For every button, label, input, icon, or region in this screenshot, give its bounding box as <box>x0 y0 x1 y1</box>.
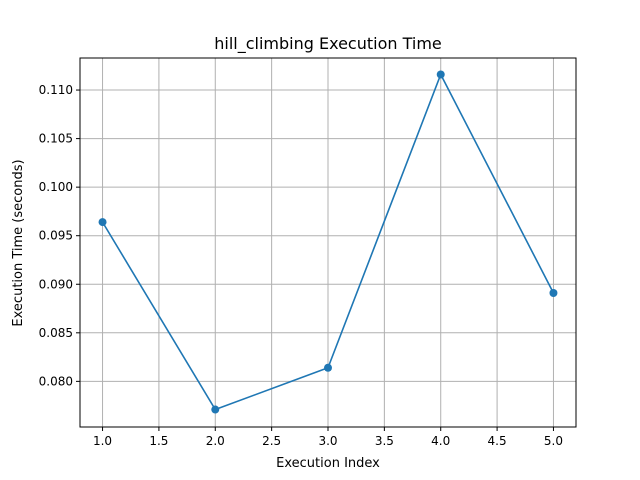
x-axis-label: Execution Index <box>276 456 380 471</box>
grid <box>80 58 576 427</box>
y-tick-label: 0.085 <box>39 326 73 340</box>
x-tick-label: 5.0 <box>544 434 563 448</box>
y-axis-label: Execution Time (seconds) <box>11 159 26 326</box>
data-point <box>98 218 107 227</box>
y-tick-label: 0.095 <box>39 229 73 243</box>
y-tick-label: 0.100 <box>39 180 73 194</box>
y-axis: 0.080 0.085 0.090 0.095 0.100 0.105 0.110 <box>39 83 80 388</box>
x-tick-label: 2.5 <box>262 434 281 448</box>
x-tick-label: 2.0 <box>206 434 225 448</box>
chart-title: hill_climbing Execution Time <box>214 34 442 54</box>
x-axis: 1.0 1.5 2.0 2.5 3.0 3.5 4.0 4.5 5.0 <box>93 427 563 448</box>
y-tick-label: 0.110 <box>39 83 73 97</box>
series-layer <box>98 70 558 414</box>
data-point <box>324 363 332 372</box>
y-tick-label: 0.080 <box>39 374 73 388</box>
x-tick-label: 4.5 <box>488 434 507 448</box>
x-tick-label: 3.0 <box>318 434 337 448</box>
data-point <box>436 70 445 79</box>
x-tick-label: 1.0 <box>93 434 112 448</box>
y-tick-label: 0.090 <box>39 277 73 291</box>
x-tick-label: 3.5 <box>375 434 394 448</box>
data-point <box>549 288 558 297</box>
x-tick-label: 1.5 <box>149 434 168 448</box>
x-tick-label: 4.0 <box>431 434 450 448</box>
data-point <box>211 405 220 414</box>
y-tick-label: 0.105 <box>39 132 73 146</box>
